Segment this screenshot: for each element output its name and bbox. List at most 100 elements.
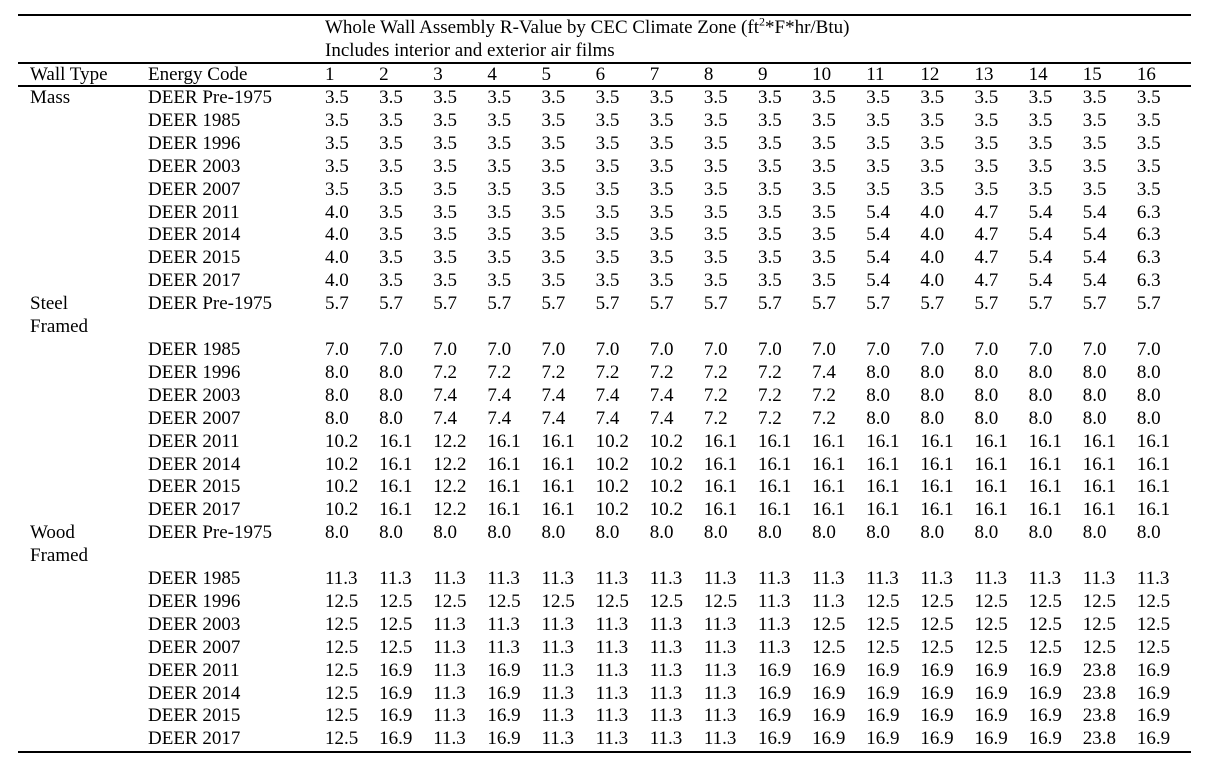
r-value-cell: 11.3: [649, 659, 683, 681]
r-value-cell: 3.5: [812, 270, 836, 292]
r-value-cell: 11.3: [703, 636, 737, 658]
table-row: DEER 2017 12.5 16.9 11.3 16.9 11.3 11.3 11.3 11.…: [18, 728, 1191, 751]
table-row: DEER 2003 8.0 8.0 7.4 7.4 7.4 7.4 7.4 7.2 7.2 7.2 8…: [18, 385, 1191, 408]
header-zone-8: 8: [703, 64, 714, 85]
r-value-cell: 8.0: [1082, 522, 1107, 544]
r-value-cell: 3.5: [595, 270, 620, 292]
energy-code-cell: DEER 1996: [148, 361, 241, 383]
r-value-cell: 11.3: [812, 590, 845, 612]
table-row: DEER 1985 11.3 11.3 11.3 11.3 11.3 11.3 11.3 11.…: [18, 568, 1191, 591]
header-zone-13: 13: [974, 64, 994, 85]
header-zone-12: 12: [920, 64, 940, 85]
header-zone-14: 14: [1028, 64, 1048, 85]
table-row: DEER 2015 4.0 3.5 3.5 3.5 3.5 3.5 3.5 3.5 3.5 3.5 5…: [18, 247, 1191, 270]
r-value-cell: 4.7: [974, 224, 999, 246]
r-value-cell: 3.5: [595, 201, 620, 223]
r-value-cell: 11.3: [1136, 568, 1170, 590]
r-value-cell: 10.2: [595, 453, 629, 475]
r-value-cell: 16.9: [379, 728, 413, 750]
r-value-cell: 3.5: [812, 109, 836, 131]
header-zone-2: 2: [379, 64, 389, 85]
r-value-cell: 10.2: [649, 453, 683, 475]
r-value-cell: 16.9: [866, 728, 900, 750]
table-row: Wood Framed DEER Pre-1975 8.0 8.0 8.0 8.0 8.0 8.…: [18, 522, 1191, 568]
r-value-cell: 11.3: [758, 613, 791, 635]
r-value-cell: 8.0: [541, 522, 566, 544]
r-value-cell: 3.5: [595, 224, 620, 246]
r-value-cell: 12.5: [920, 613, 954, 635]
r-value-cell: 12.5: [812, 636, 846, 658]
r-value-cell: 3.5: [541, 132, 566, 154]
r-value-cell: 3.5: [866, 155, 890, 177]
r-value-cell: 3.5: [541, 87, 566, 108]
r-value-cell: 11.3: [541, 682, 575, 704]
r-value-cell: 7.2: [541, 361, 566, 383]
table-row: DEER 2007 3.5 3.5 3.5 3.5 3.5 3.5 3.5 3.5 3.5 3.5 3…: [18, 179, 1191, 202]
r-value-cell: 5.4: [866, 224, 890, 246]
r-value-cell: 10.2: [595, 476, 629, 498]
r-value-cell: 10.2: [649, 430, 683, 452]
r-value-cell: 11.3: [1028, 568, 1062, 590]
table-body: Mass DEER Pre-1975 3.5 3.5 3.5 3.5 3.5 3.5 3.5 3.…: [18, 87, 1191, 751]
r-value-cell: 12.5: [1082, 613, 1116, 635]
r-value-cell: 12.5: [1136, 636, 1171, 658]
r-value-cell: 3.5: [974, 109, 999, 131]
table-row: DEER 2015 12.5 16.9 11.3 16.9 11.3 11.3 11.3 11.…: [18, 705, 1191, 728]
r-value-cell: 16.1: [920, 430, 954, 452]
r-value-cell: 16.1: [812, 453, 846, 475]
r-value-cell: 16.9: [974, 705, 1008, 727]
r-value-cell: 11.3: [595, 705, 629, 727]
header-zone-5: 5: [541, 64, 552, 85]
r-value-cell: 3.5: [433, 87, 457, 108]
r-value-cell: 5.7: [1136, 293, 1161, 315]
r-value-cell: 16.1: [1136, 476, 1171, 498]
r-value-cell: 16.9: [974, 659, 1008, 681]
r-value-cell: 16.9: [758, 659, 792, 681]
energy-code-cell: DEER 2015: [148, 705, 241, 727]
r-value-cell: 3.5: [649, 132, 674, 154]
table-title: Whole Wall Assembly R-Value by CEC Clima…: [325, 16, 1191, 39]
r-value-cell: 16.9: [487, 728, 521, 750]
r-value-cell: 16.9: [379, 705, 413, 727]
r-value-cell: 10.2: [325, 499, 359, 521]
r-value-cell: 12.5: [1028, 636, 1062, 658]
r-value-cell: 16.1: [758, 499, 792, 521]
r-value-cell: 7.4: [649, 384, 674, 406]
r-value-cell: 3.5: [379, 178, 403, 200]
r-value-cell: 12.5: [379, 613, 413, 635]
r-value-cell: 3.5: [325, 87, 349, 108]
r-value-cell: 8.0: [866, 384, 890, 406]
table-row: DEER 1996 3.5 3.5 3.5 3.5 3.5 3.5 3.5 3.5 3.5 3.5 3…: [18, 133, 1191, 156]
r-value-cell: 11.3: [325, 568, 358, 590]
r-value-cell: 5.7: [1028, 293, 1053, 315]
r-value-cell: 3.5: [1028, 132, 1053, 154]
r-value-cell: 4.7: [974, 247, 999, 269]
r-value-cell: 5.7: [649, 293, 674, 315]
r-value-cell: 16.1: [1028, 430, 1062, 452]
r-value-cell: 7.4: [595, 407, 620, 429]
r-value-cell: 11.3: [541, 728, 575, 750]
table-row: DEER 2003 3.5 3.5 3.5 3.5 3.5 3.5 3.5 3.5 3.5 3.5 3…: [18, 156, 1191, 179]
r-value-cell: 5.4: [1028, 247, 1053, 269]
r-value-cell: 7.4: [487, 384, 512, 406]
wall-type-cell: Mass: [18, 87, 148, 110]
r-value-cell: 16.9: [758, 682, 792, 704]
table-rule-top: [18, 14, 1191, 16]
r-value-cell: 3.5: [758, 270, 782, 292]
r-value-cell: 4.0: [920, 247, 945, 269]
r-value-cell: 11.3: [541, 568, 575, 590]
r-value-cell: 3.5: [541, 270, 566, 292]
r-value-cell: 16.1: [974, 499, 1008, 521]
header-zone-6: 6: [595, 64, 606, 85]
r-value-cell: 16.9: [1028, 705, 1062, 727]
table-subtitle: Includes interior and exterior air films: [325, 40, 615, 61]
r-value-cell: 11.3: [541, 705, 575, 727]
energy-code-cell: DEER Pre-1975: [148, 293, 273, 315]
r-value-cell: 12.2: [433, 499, 467, 521]
r-value-cell: 7.0: [433, 338, 457, 360]
r-value-cell: 11.3: [433, 636, 466, 658]
r-value-cell: 11.3: [595, 636, 629, 658]
r-value-cell: 11.3: [866, 568, 899, 590]
r-value-cell: 11.3: [433, 728, 466, 750]
r-value-cell: 3.5: [1028, 155, 1053, 177]
